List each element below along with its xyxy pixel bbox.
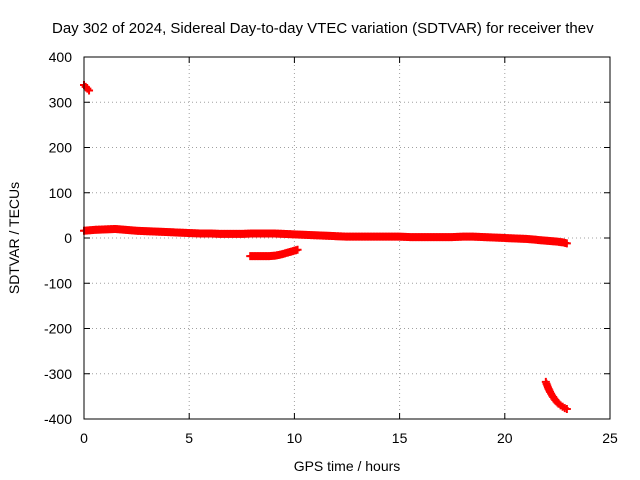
data-point-2 xyxy=(293,245,302,254)
y-tick-label: -300 xyxy=(44,366,72,382)
y-tick-label: 300 xyxy=(49,94,73,110)
x-tick-label: 20 xyxy=(497,430,513,446)
y-tick-label: -100 xyxy=(44,275,72,291)
y-tick-label: -400 xyxy=(44,411,72,427)
y-tick-label: 0 xyxy=(64,230,72,246)
y-tick-label: 200 xyxy=(49,140,73,156)
data-point-1 xyxy=(562,239,571,248)
y-tick-label: 400 xyxy=(49,49,73,65)
y-tick-label: -200 xyxy=(44,321,72,337)
y-tick-label: 100 xyxy=(49,185,73,201)
x-tick-label: 15 xyxy=(392,430,408,446)
axis-ticks: 0 5 10 15 20 25 -400 -300 -200 -100 0 100 200 300 400 xyxy=(44,49,618,446)
data-point-0 xyxy=(85,86,94,95)
data-points xyxy=(80,81,571,414)
plot-frame xyxy=(83,56,611,420)
chart-title: Day 302 of 2024, Sidereal Day-to-day VTE… xyxy=(52,20,594,37)
y-axis-label: SDTVAR / TECUs xyxy=(6,182,22,294)
data-point-3 xyxy=(562,405,571,414)
x-tick-label: 5 xyxy=(185,430,193,446)
x-tick-label: 10 xyxy=(287,430,303,446)
x-tick-label: 25 xyxy=(602,430,618,446)
x-tick-label: 0 xyxy=(80,430,88,446)
x-axis-label: GPS time / hours xyxy=(294,458,401,474)
